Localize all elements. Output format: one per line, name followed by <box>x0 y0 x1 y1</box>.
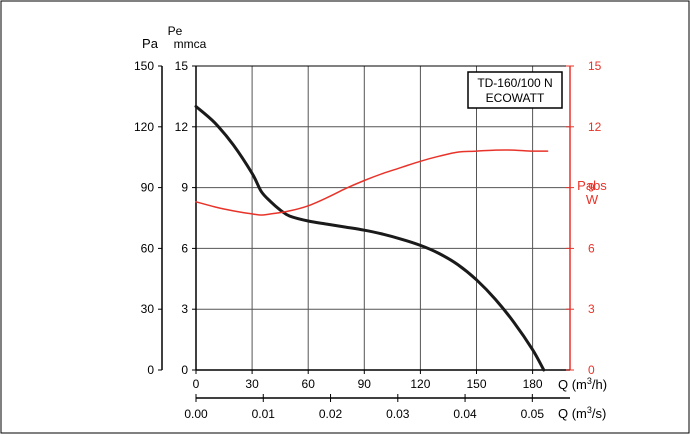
w-tick-label: 0 <box>588 363 595 377</box>
q-m3h-tick-label: 180 <box>523 377 543 391</box>
pa-tick-label: 150 <box>134 59 154 73</box>
mmca-tick-label: 9 <box>181 181 188 195</box>
pe-axis-label-bottom: mmca <box>174 37 207 51</box>
q-m3s-tick-label: 0.04 <box>453 407 477 421</box>
legend-box: TD-160/100 N ECOWATT <box>467 71 563 109</box>
q-m3h-tick-label: 30 <box>245 377 259 391</box>
q-m3s-tick-label: 0.05 <box>521 407 545 421</box>
pa-tick-label: 30 <box>141 302 155 316</box>
legend-frame <box>467 71 563 109</box>
q-m3s-tick-label: 0.03 <box>386 407 410 421</box>
mmca-tick-label: 15 <box>175 59 189 73</box>
pe-axis-label-top: Pe <box>168 24 183 38</box>
pa-tick-label: 60 <box>141 241 155 255</box>
power-curve-line <box>195 149 549 216</box>
series <box>194 105 549 372</box>
pa-axis-label: Pa <box>142 36 159 51</box>
w-tick-label: 6 <box>588 241 595 255</box>
q-m3h-tick-label: 120 <box>410 377 430 391</box>
legend-model-label: TD-160/100 N <box>477 76 552 90</box>
q-m3s-tick-label: 0.01 <box>252 407 276 421</box>
q-m3s-axis-label: Q (m3/s) <box>558 405 606 421</box>
pa-tick-label: 90 <box>141 181 155 195</box>
mmca-tick-label: 0 <box>181 363 188 377</box>
w-tick-label: 3 <box>588 302 595 316</box>
grid <box>196 65 570 370</box>
w-tick-label: 15 <box>588 59 602 73</box>
mmca-tick-label: 12 <box>175 120 189 134</box>
mmca-tick-label: 6 <box>181 241 188 255</box>
pa-tick-label: 0 <box>147 363 154 377</box>
pa-tick-label: 120 <box>134 120 154 134</box>
mmca-tick-label: 3 <box>181 302 188 316</box>
w-tick-label: 9 <box>588 181 595 195</box>
pabs-axis-label-top: Pabs <box>577 178 607 193</box>
w-tick-label: 12 <box>588 120 602 134</box>
q-m3h-tick-label: 90 <box>358 377 372 391</box>
q-m3s-tick-label: 0.02 <box>319 407 343 421</box>
legend-series-label: ECOWATT <box>486 91 545 105</box>
q-m3h-tick-label: 0 <box>193 377 200 391</box>
pabs-axis-label-bottom: W <box>586 192 599 207</box>
q-m3h-tick-label: 150 <box>466 377 486 391</box>
q-m3h-axis-label: Q (m3/h) <box>558 376 607 392</box>
pressure-curve-line <box>194 105 546 372</box>
q-m3h-tick-label: 60 <box>302 377 316 391</box>
q-m3s-tick-label: 0.00 <box>184 407 208 421</box>
